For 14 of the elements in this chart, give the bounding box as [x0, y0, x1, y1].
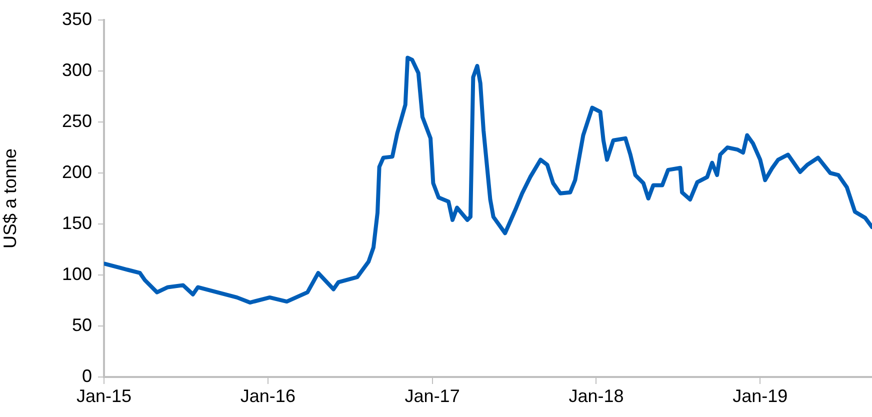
x-tick-label: Jan-17 — [404, 386, 460, 406]
x-tick-label: Jan-16 — [240, 386, 296, 406]
y-tick-label: 300 — [62, 60, 92, 80]
y-axis-title: US$ a tonne — [0, 148, 20, 249]
y-tick-label: 250 — [62, 110, 92, 131]
y-tick-label: 0 — [82, 366, 92, 386]
x-tick-label: Jan-19 — [732, 386, 788, 406]
y-tick-label: 200 — [62, 162, 92, 182]
y-tick-label: 350 — [62, 8, 92, 29]
x-tick-label: Jan-18 — [568, 386, 624, 406]
y-tick-label: 50 — [72, 314, 92, 335]
x-tick-label: Jan-15 — [76, 386, 132, 406]
y-tick-label: 150 — [62, 212, 92, 233]
y-tick-label: 100 — [62, 264, 92, 284]
